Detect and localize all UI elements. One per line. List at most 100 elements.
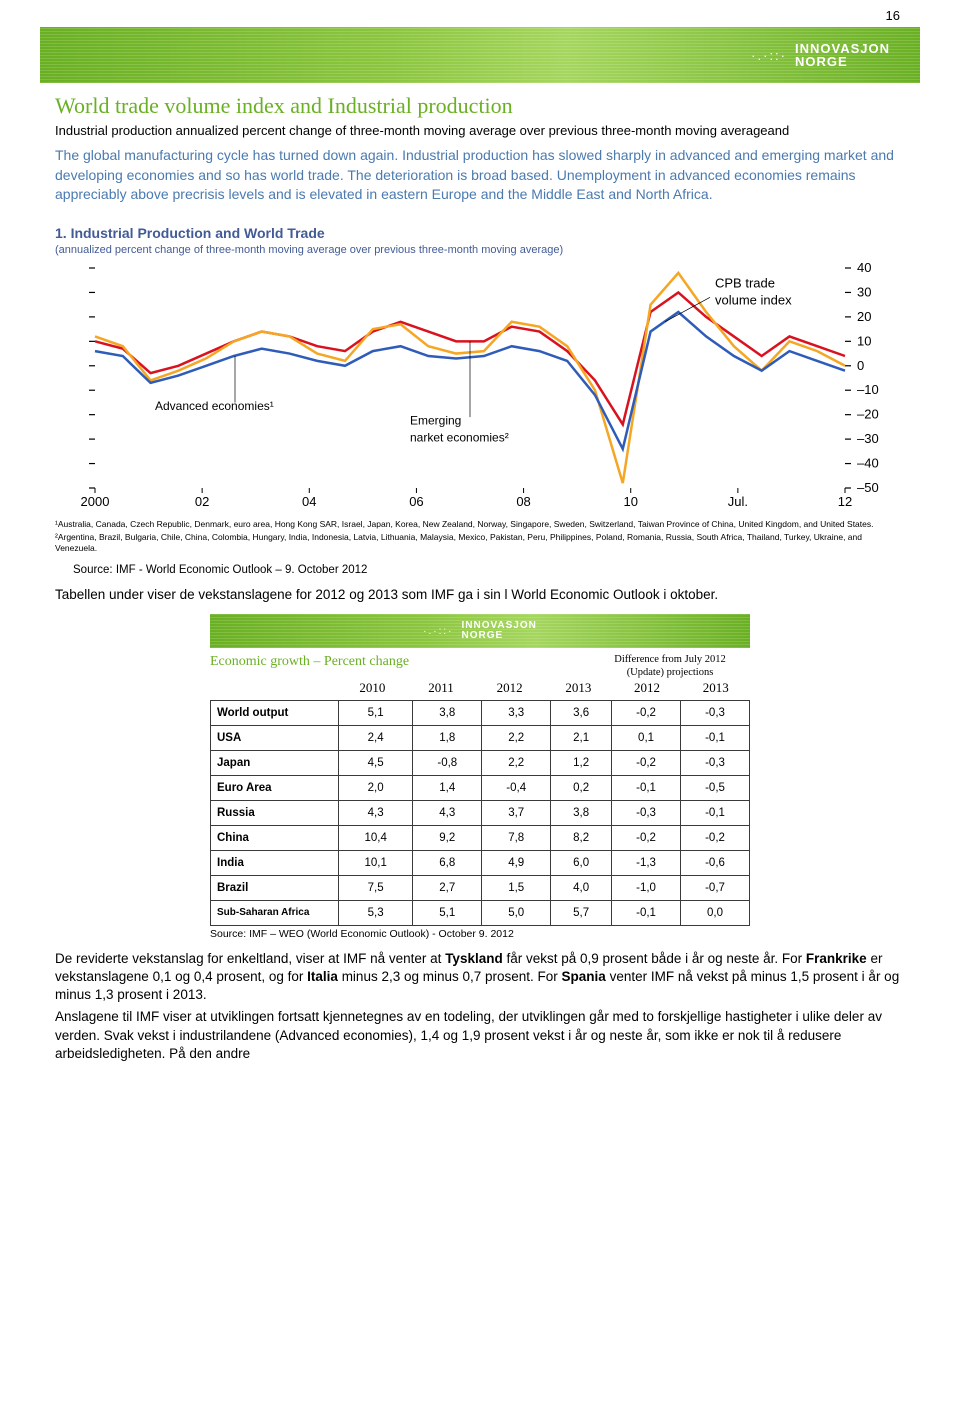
cell-value: 7,5 (339, 875, 413, 900)
cell-value: 5,0 (482, 900, 551, 925)
year-header: 2013 (544, 680, 613, 696)
cell-value: 5,1 (413, 900, 482, 925)
year-header: 2010 (338, 680, 407, 696)
cell-value: 5,3 (339, 900, 413, 925)
brand-line2: NORGE (461, 631, 536, 641)
svg-text:Jul.: Jul. (728, 494, 748, 509)
cell-value: 2,2 (482, 750, 551, 775)
cell-value: 4,5 (339, 750, 413, 775)
cell-value: -0,3 (681, 750, 750, 775)
cell-value: -0,3 (612, 800, 681, 825)
svg-text:10: 10 (857, 333, 871, 348)
row-label: Russia (211, 800, 339, 825)
svg-text:06: 06 (409, 494, 423, 509)
row-label: Euro Area (211, 775, 339, 800)
cell-value: 2,2 (482, 725, 551, 750)
cell-value: -1,0 (612, 875, 681, 900)
svg-text:12: 12 (838, 494, 852, 509)
svg-text:04: 04 (302, 494, 316, 509)
row-label: China (211, 825, 339, 850)
cell-value: 4,0 (551, 875, 612, 900)
brand-line2: NORGE (795, 55, 890, 68)
bottom-p1: De reviderte vekstanslag for enkeltland,… (55, 950, 905, 1005)
cell-value: -0,1 (612, 900, 681, 925)
intro-paragraph: The global manufacturing cycle has turne… (55, 146, 905, 205)
table-row: Euro Area2,01,4-0,40,2-0,1-0,5 (211, 775, 750, 800)
cell-value: -0,1 (681, 800, 750, 825)
logo-dots-icon: ·.·::· (423, 626, 453, 637)
svg-text:0: 0 (857, 358, 864, 373)
row-label: USA (211, 725, 339, 750)
brand-logo: ·.·::· INNOVASJON NORGE (751, 42, 890, 68)
slide-subtitle: Industrial production annualized percent… (55, 123, 905, 138)
chart-plot: 403020100–10–20–30–40–5020000204060810Ju… (55, 263, 905, 513)
cell-value: 2,1 (551, 725, 612, 750)
svg-text:08: 08 (516, 494, 530, 509)
row-label: Sub-Saharan Africa (211, 900, 339, 925)
table-row: Brazil7,52,71,54,0-1,0-0,7 (211, 875, 750, 900)
cell-value: -0,3 (681, 700, 750, 725)
cell-value: 1,5 (482, 875, 551, 900)
cell-value: 3,8 (413, 700, 482, 725)
table-row: China10,49,27,88,2-0,2-0,2 (211, 825, 750, 850)
cell-value: -0,6 (681, 850, 750, 875)
chart-footnote-2: ²Argentina, Brazil, Bulgaria, Chile, Chi… (55, 532, 905, 554)
cell-value: 2,4 (339, 725, 413, 750)
cell-value: 5,7 (551, 900, 612, 925)
cell-value: -0,8 (413, 750, 482, 775)
table-source: Source: IMF – WEO (World Economic Outloo… (210, 928, 750, 940)
chart-footnote-1: ¹Australia, Canada, Czech Republic, Denm… (55, 519, 905, 530)
svg-text:volume index: volume index (715, 293, 792, 308)
cell-value: 7,8 (482, 825, 551, 850)
svg-text:Advanced economies¹: Advanced economies¹ (155, 399, 274, 413)
cell-value: -0,2 (612, 825, 681, 850)
table-year-headers: 201020112012201320122013 (210, 680, 750, 696)
table-row: India10,16,84,96,0-1,3-0,6 (211, 850, 750, 875)
svg-text:–10: –10 (857, 382, 879, 397)
year-header: 2012 (613, 680, 682, 696)
svg-text:–40: –40 (857, 456, 879, 471)
cell-value: -0,7 (681, 875, 750, 900)
svg-text:02: 02 (195, 494, 209, 509)
year-header: 2012 (475, 680, 544, 696)
growth-table: World output5,13,83,33,6-0,2-0,3USA2,4 1,… (210, 700, 750, 926)
cell-value: 3,6 (551, 700, 612, 725)
cell-value: 6,8 (413, 850, 482, 875)
table-diff-header: Difference from July 2012 (Update) proje… (590, 654, 750, 679)
cell-value: 3,7 (482, 800, 551, 825)
logo-dots-icon: ·.·::· (751, 48, 787, 63)
row-label: Brazil (211, 875, 339, 900)
cell-value: 9,2 (413, 825, 482, 850)
cell-value: -1,3 (612, 850, 681, 875)
table-slide-header: ·.·::· INNOVASJON NORGE (210, 614, 750, 648)
svg-text:Emerging: Emerging (410, 414, 461, 428)
slide-title: World trade volume index and Industrial … (55, 93, 905, 119)
bottom-paragraphs: De reviderte vekstanslag for enkeltland,… (55, 950, 905, 1063)
row-label: World output (211, 700, 339, 725)
svg-text:20: 20 (857, 309, 871, 324)
brand-logo-small: ·.·::· INNOVASJON NORGE (423, 621, 537, 641)
chart-title: 1. Industrial Production and World Trade (55, 225, 905, 241)
cell-value: -0,1 (612, 775, 681, 800)
cell-value: 10,4 (339, 825, 413, 850)
table-title: Economic growth – Percent change (210, 654, 590, 679)
row-label: India (211, 850, 339, 875)
cell-value: -0,5 (681, 775, 750, 800)
svg-text:–50: –50 (857, 480, 879, 495)
cell-value: 10,1 (339, 850, 413, 875)
cell-value: 3,8 (551, 800, 612, 825)
cell-value: -0,2 (681, 825, 750, 850)
cell-value: 2,7 (413, 875, 482, 900)
cell-value: 2,0 (339, 775, 413, 800)
svg-text:narket economies²: narket economies² (410, 431, 509, 445)
cell-value: 4,3 (413, 800, 482, 825)
cell-value: 0,2 (551, 775, 612, 800)
chart-region: 1. Industrial Production and World Trade… (55, 225, 905, 554)
cell-value: -0,4 (482, 775, 551, 800)
slide-header-bar: ·.·::· INNOVASJON NORGE (40, 27, 920, 83)
chart-subtitle: (annualized percent change of three-mont… (55, 243, 905, 257)
table-row: World output5,13,83,33,6-0,2-0,3 (211, 700, 750, 725)
cell-value: 4,9 (482, 850, 551, 875)
svg-text:40: 40 (857, 263, 871, 275)
cell-value: 6,0 (551, 850, 612, 875)
